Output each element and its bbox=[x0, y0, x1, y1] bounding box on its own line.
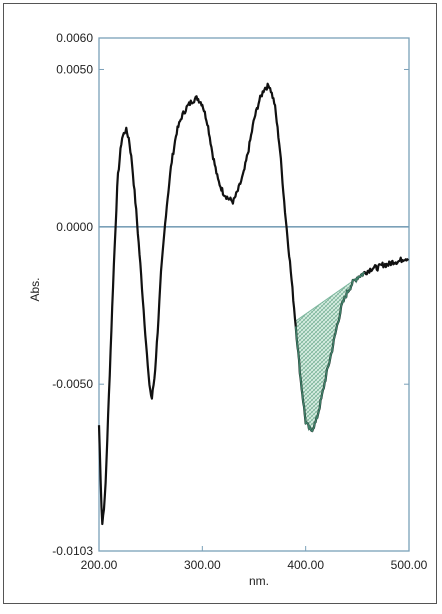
x-tick-label: 200.00 bbox=[81, 558, 118, 572]
x-tick-label: 400.00 bbox=[287, 558, 324, 572]
x-tick-label: 500.00 bbox=[391, 558, 428, 572]
shaded-region bbox=[295, 272, 364, 431]
x-axis-label: nm. bbox=[249, 574, 269, 588]
y-tick-label: -0.0050 bbox=[52, 377, 93, 391]
y-tick-label: -0.0103 bbox=[52, 544, 93, 558]
plot-area-border bbox=[99, 38, 409, 551]
x-tick-label: 300.00 bbox=[184, 558, 221, 572]
y-axis-label: Abs. bbox=[28, 277, 42, 301]
y-tick-label: 0.0050 bbox=[56, 62, 93, 76]
spectrum-line bbox=[99, 84, 408, 524]
y-tick-label: 0.0060 bbox=[56, 31, 93, 45]
y-tick-label: 0.0000 bbox=[56, 220, 93, 234]
